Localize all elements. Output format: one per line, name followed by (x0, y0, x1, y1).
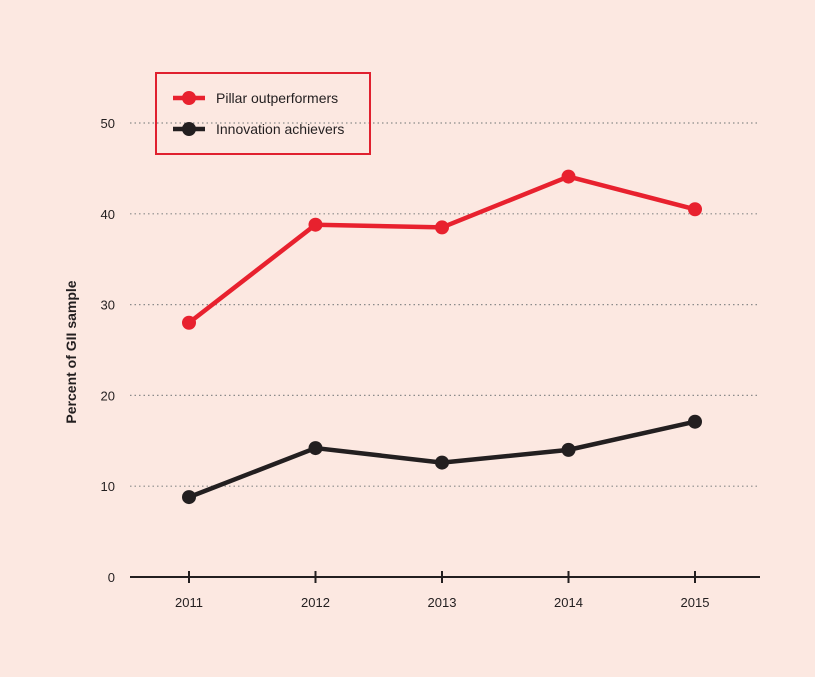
x-tick-label: 2013 (428, 595, 457, 610)
y-tick-label: 20 (101, 388, 115, 403)
data-point (308, 441, 323, 456)
legend-box (155, 72, 371, 155)
data-point (182, 315, 196, 330)
legend-swatch-marker (182, 91, 196, 105)
data-point (182, 490, 196, 505)
y-tick-label: 30 (101, 298, 115, 313)
y-tick-label: 10 (101, 479, 115, 494)
x-tick-label: 2015 (681, 595, 710, 610)
data-point (308, 217, 323, 232)
series-line-1 (186, 174, 698, 326)
y-tick-label: 40 (101, 207, 115, 222)
y-tick-label: 50 (101, 116, 115, 131)
data-point (561, 169, 576, 184)
gridlines (130, 122, 760, 487)
data-point (688, 202, 702, 217)
data-point (688, 414, 702, 429)
axes: 0 10 20 30 40 50 2011 2012 2013 2014 2015 Percent o… (63, 116, 760, 610)
y-tick-label: 0 (108, 570, 115, 585)
y-axis-title: Percent of GII sample (63, 280, 79, 423)
data-point (561, 442, 576, 457)
x-tick-label: 2011 (175, 595, 203, 610)
legend-swatch-marker (182, 122, 196, 136)
legend-label: Pillar outperformers (216, 90, 338, 106)
data-point (435, 220, 449, 235)
legend: Pillar outperformers Innovation achievers (155, 72, 371, 155)
data-point (435, 455, 449, 470)
series (182, 169, 702, 505)
x-tick-label: 2012 (301, 595, 330, 610)
legend-label: Innovation achievers (216, 121, 344, 137)
x-tick-label: 2014 (554, 595, 583, 610)
